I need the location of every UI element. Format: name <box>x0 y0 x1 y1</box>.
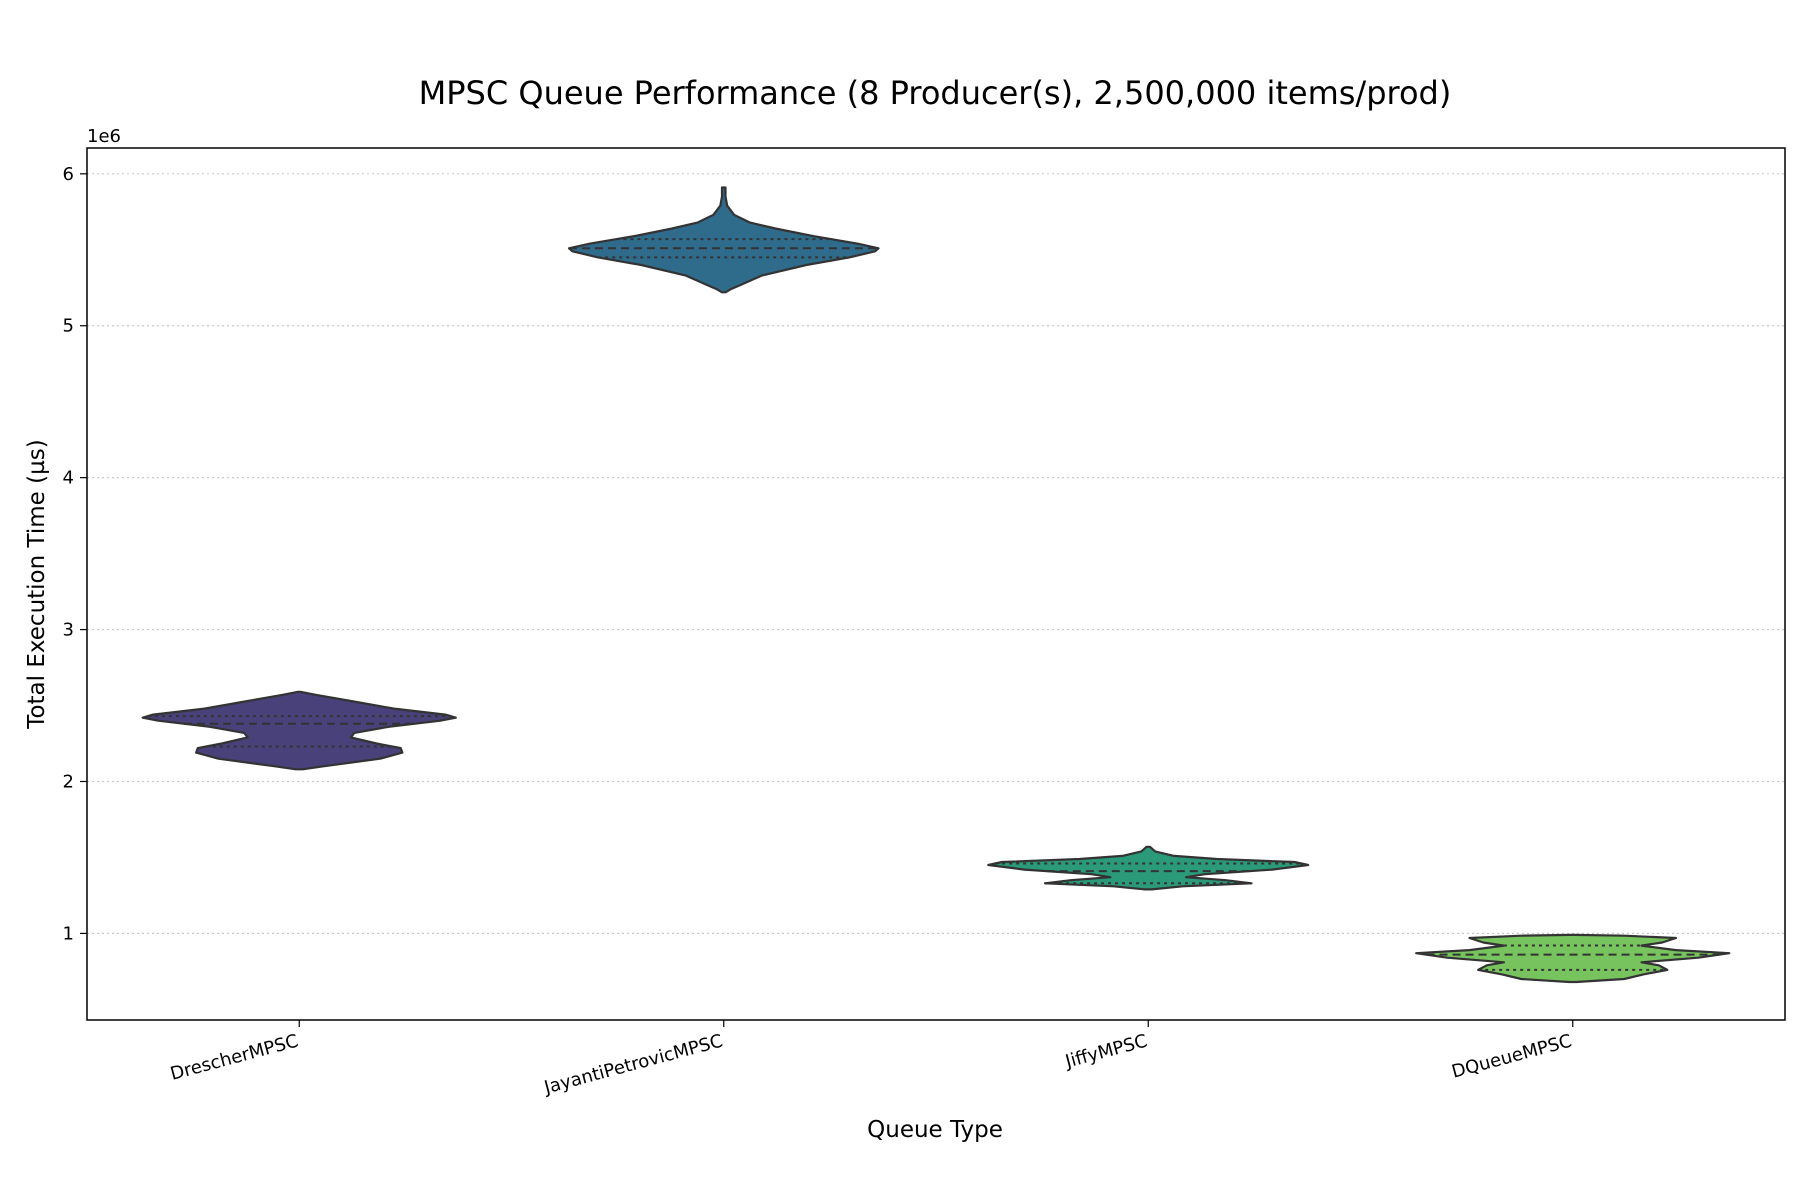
chart-title: MPSC Queue Performance (8 Producer(s), 2… <box>419 74 1452 112</box>
y-offset-label: 1e6 <box>87 126 121 147</box>
plot-frame <box>86 147 1786 1021</box>
y-tick-label: 5 <box>63 316 74 337</box>
violin-body <box>987 845 1310 891</box>
gridlines <box>87 173 1785 935</box>
y-axis-label: Total Execution Time (µs) <box>24 439 50 729</box>
y-tick-label: 2 <box>63 771 74 792</box>
y-tick-label: 3 <box>63 620 74 641</box>
violin-group <box>141 186 1731 984</box>
y-tick-label: 6 <box>63 164 74 185</box>
y-axis: 1 2 3 4 5 6 <box>63 164 87 944</box>
y-tick-label: 1 <box>63 923 74 944</box>
y-tick-label: 4 <box>63 468 74 489</box>
x-axis-label: Queue Type <box>867 1117 1003 1143</box>
